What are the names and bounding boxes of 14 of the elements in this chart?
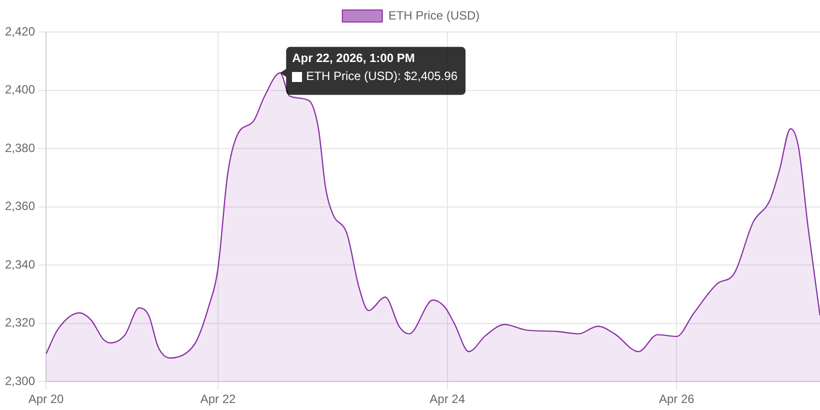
x-tick-label: Apr 26 bbox=[658, 392, 695, 406]
y-tick-label: 2,360 bbox=[5, 199, 36, 214]
y-tick-label: 2,420 bbox=[5, 24, 36, 38]
y-tick-label: 2,400 bbox=[5, 82, 36, 97]
legend-label: ETH Price (USD) bbox=[388, 8, 480, 22]
y-tick-label: 2,300 bbox=[5, 374, 36, 388]
annotation: Apr 22, 2026, 1:00 PM bbox=[292, 51, 415, 66]
y-tick-label: 2,320 bbox=[5, 316, 36, 330]
x-tick-label: Apr 20 bbox=[28, 392, 64, 406]
x-tick-label: Apr 22 bbox=[200, 392, 236, 406]
x-tick-label: Apr 24 bbox=[430, 392, 466, 406]
y-tick-label: 2,380 bbox=[5, 140, 36, 155]
y-tick-label: 2,340 bbox=[5, 257, 36, 272]
annotation: ETH Price (USD): $2,405.96 bbox=[306, 69, 458, 84]
